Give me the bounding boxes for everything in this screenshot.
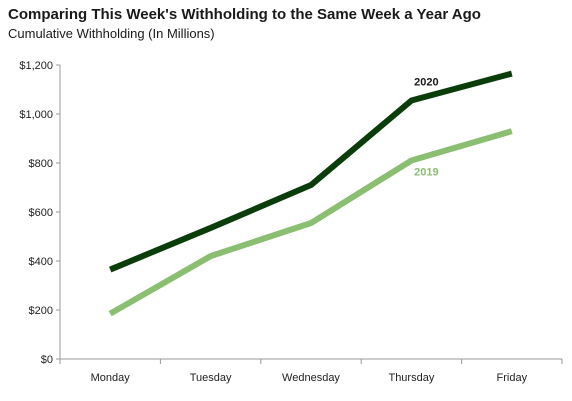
series-line-2019 — [108, 128, 513, 317]
series-labels: 2020 2019 — [414, 77, 438, 179]
x-tick-label: Thursday — [388, 372, 434, 384]
y-tick-label: $200 — [29, 305, 53, 317]
y-tick-label: $0 — [41, 354, 53, 366]
y-tick-label: $1,200 — [19, 60, 53, 72]
x-axis: Monday Tuesday Wednesday Thursday Friday — [59, 358, 563, 384]
x-tick-label: Wednesday — [282, 372, 340, 384]
series-lines — [108, 70, 513, 317]
y-tick-label: $600 — [29, 207, 53, 219]
series-label-2020: 2020 — [414, 77, 438, 89]
x-tick-label: Friday — [497, 372, 528, 384]
y-axis: $0 $200 $400 $600 $800 $1,000 $1,200 — [19, 60, 61, 366]
series-line-2020 — [109, 70, 513, 273]
series-label-2019: 2019 — [414, 167, 438, 179]
y-tick-label: $800 — [29, 158, 53, 170]
y-tick-label: $1,000 — [19, 109, 53, 121]
y-tick-label: $400 — [29, 256, 53, 268]
chart-subtitle: Cumulative Withholding (In Millions) — [8, 26, 215, 41]
x-tick-label: Tuesday — [190, 372, 232, 384]
chart-title: Comparing This Week's Withholding to the… — [8, 6, 481, 23]
x-tick-label: Monday — [91, 372, 131, 384]
